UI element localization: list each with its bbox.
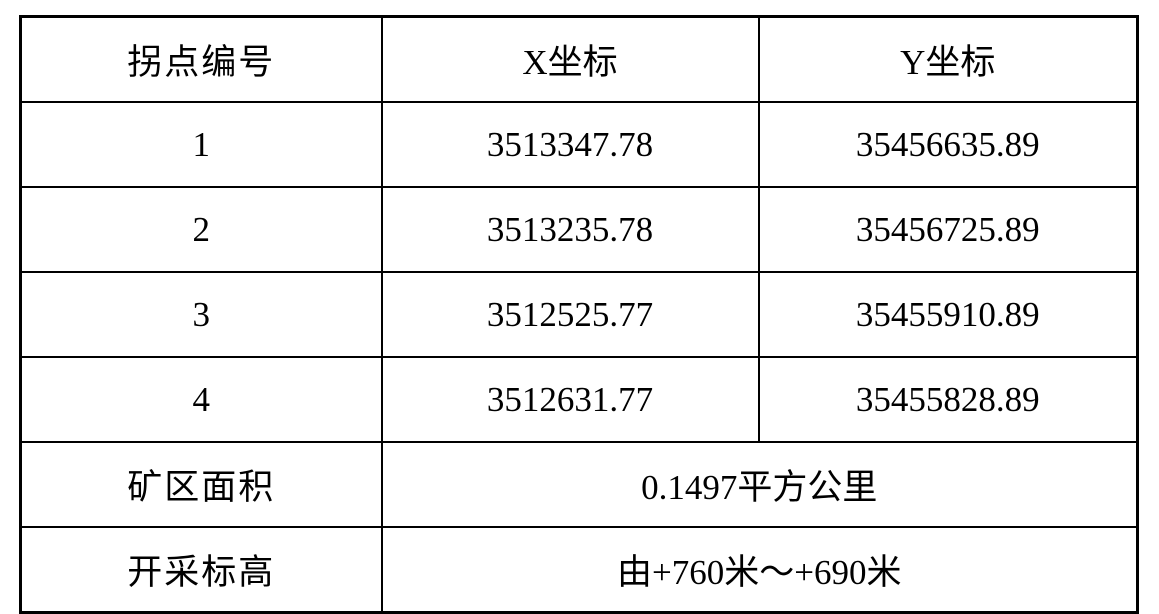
y-coordinate-cell: 35456635.89 xyxy=(757,101,1139,188)
table-row: 3 3512525.77 35455910.89 xyxy=(19,271,1139,358)
table-row: 4 3512631.77 35455828.89 xyxy=(19,356,1139,443)
header-row: 拐点编号 X坐标 Y坐标 xyxy=(19,15,1139,103)
point-id-cell: 4 xyxy=(19,356,383,443)
mining-area-coordinate-table: 拐点编号 X坐标 Y坐标 1 3513347.78 35456635.89 2 … xyxy=(19,15,1139,614)
mining-area-value: 0.1497平方公里 xyxy=(380,441,1139,528)
mining-area-label: 矿区面积 xyxy=(19,441,383,528)
y-coordinate-cell: 35455910.89 xyxy=(757,271,1139,358)
point-id-cell: 3 xyxy=(19,271,383,358)
y-coordinate-cell: 35455828.89 xyxy=(757,356,1139,443)
table-row: 1 3513347.78 35456635.89 xyxy=(19,101,1139,188)
mining-elevation-value: 由+760米～+690米 xyxy=(380,526,1139,614)
table-row: 2 3513235.78 35456725.89 xyxy=(19,186,1139,273)
mining-area-row: 矿区面积 0.1497平方公里 xyxy=(19,441,1139,528)
x-coordinate-cell: 3513347.78 xyxy=(380,101,760,188)
point-id-cell: 1 xyxy=(19,101,383,188)
header-x-coordinate: X坐标 xyxy=(380,15,760,103)
header-y-coordinate: Y坐标 xyxy=(757,15,1139,103)
mining-elevation-label: 开采标高 xyxy=(19,526,383,614)
mining-elevation-row: 开采标高 由+760米～+690米 xyxy=(19,526,1139,614)
x-coordinate-cell: 3512525.77 xyxy=(380,271,760,358)
y-coordinate-cell: 35456725.89 xyxy=(757,186,1139,273)
point-id-cell: 2 xyxy=(19,186,383,273)
header-point-id: 拐点编号 xyxy=(19,15,383,103)
x-coordinate-cell: 3512631.77 xyxy=(380,356,760,443)
x-coordinate-cell: 3513235.78 xyxy=(380,186,760,273)
